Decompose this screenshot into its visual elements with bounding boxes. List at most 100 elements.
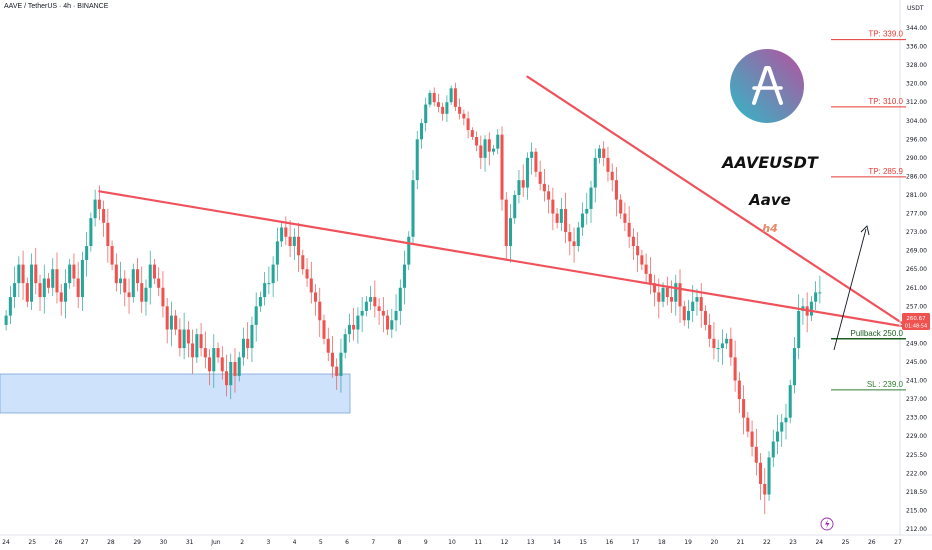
- candle-body: [665, 287, 669, 298]
- candle-body: [85, 246, 89, 260]
- price-tick-label: 222.00: [906, 470, 927, 477]
- candle-body: [538, 171, 542, 184]
- candle-body: [102, 208, 106, 223]
- candle-body: [462, 113, 466, 119]
- candle-body: [627, 222, 631, 237]
- candle-body: [411, 180, 415, 237]
- level-label: TP: 339.0: [868, 30, 903, 39]
- time-tick-label: 7: [371, 539, 375, 546]
- candle-body: [407, 236, 411, 265]
- candle-body: [292, 236, 296, 247]
- candle-body: [377, 306, 381, 311]
- level-label: TP: 285.9: [868, 167, 903, 176]
- candle-body: [487, 139, 491, 152]
- time-tick-label: 22: [763, 539, 771, 546]
- candle-body: [780, 422, 784, 432]
- candle-body: [237, 357, 241, 376]
- candle-body: [686, 310, 691, 321]
- candle-body: [390, 320, 394, 330]
- aave-logo-icon: [730, 49, 804, 123]
- candle-body: [89, 218, 93, 247]
- price-tick-label: 265.00: [906, 266, 927, 273]
- price-tick-label: 336.00: [906, 44, 927, 51]
- candle-body: [623, 213, 627, 223]
- candle-body: [763, 483, 767, 495]
- candle-body: [809, 301, 813, 316]
- candle-countdown: 01:48:54: [905, 324, 927, 330]
- candle-body: [76, 278, 80, 298]
- candle-body: [415, 139, 419, 181]
- price-tick-label: 296.00: [906, 136, 927, 143]
- candle-body: [555, 213, 559, 223]
- candle-body: [661, 287, 665, 302]
- candle-body: [508, 218, 513, 247]
- time-tick-label: 26: [55, 539, 63, 546]
- candle-body: [63, 283, 67, 302]
- candle-body: [157, 278, 161, 288]
- candle-body: [496, 134, 500, 149]
- candle-body: [195, 334, 199, 358]
- candle-body: [381, 310, 385, 316]
- price-tick-label: 237.00: [906, 396, 927, 403]
- candle-body: [797, 310, 801, 349]
- candle-body: [271, 264, 275, 284]
- candle-body: [127, 292, 131, 298]
- trendline: [98, 190, 910, 329]
- candle-body: [610, 171, 614, 181]
- candle-body: [424, 104, 428, 124]
- candle-body: [208, 357, 212, 372]
- lightning-icon[interactable]: [820, 517, 834, 531]
- candle-body: [398, 287, 402, 311]
- candle-body: [750, 431, 754, 447]
- candle-body: [284, 227, 288, 237]
- time-axis[interactable]: 24 25 26 27 28 29 30 31 Jun 2 3 4 5 6 7 8 9 10 11 12 13 14 15 1…: [2, 539, 902, 546]
- time-tick-label: 8: [398, 539, 402, 546]
- level-label: TP: 310.0: [868, 97, 903, 106]
- candle-body: [449, 88, 453, 103]
- candle-body: [775, 431, 780, 442]
- time-tick-label: 18: [658, 539, 666, 546]
- candle-body: [678, 283, 682, 307]
- candle-body: [568, 232, 572, 242]
- candle-body: [691, 301, 695, 311]
- candle-body: [657, 292, 661, 302]
- time-tick-label: 17: [632, 539, 640, 546]
- candle-body: [191, 343, 195, 358]
- price-tick-label: 304.00: [906, 118, 927, 125]
- candle-body: [475, 137, 479, 146]
- candle-body: [564, 208, 568, 233]
- candle-body: [559, 208, 563, 223]
- level-label: Pullback 250.0: [851, 329, 904, 338]
- candle-body: [258, 297, 262, 307]
- price-tick-label: 269.00: [906, 248, 927, 255]
- candle-body: [280, 227, 284, 242]
- time-tick-label: 19: [684, 539, 692, 546]
- candle-body: [106, 222, 110, 247]
- time-tick-label: 25: [842, 539, 850, 546]
- candle-body: [814, 292, 818, 302]
- candle-body: [572, 241, 576, 247]
- time-tick-label: 6: [345, 539, 349, 546]
- candle-body: [513, 195, 517, 219]
- level-label: SL : 239.0: [867, 380, 904, 389]
- candle-body: [25, 283, 29, 302]
- time-tick-label: 30: [160, 539, 168, 546]
- price-tick-label: 328.00: [906, 62, 927, 69]
- candle-body: [589, 187, 593, 209]
- candle-body: [229, 362, 233, 386]
- candle-body: [144, 287, 148, 302]
- candle-body: [360, 310, 364, 316]
- candle-body: [614, 180, 618, 200]
- candle-body: [42, 278, 46, 298]
- price-tick-label: 218.50: [906, 489, 927, 496]
- time-tick-label: 11: [474, 539, 482, 546]
- candle-body: [263, 283, 267, 298]
- candle-body: [373, 297, 377, 307]
- candle-body: [530, 151, 534, 158]
- candle-body: [119, 278, 123, 284]
- candle-body: [720, 343, 724, 349]
- time-tick-label: 13: [527, 539, 535, 546]
- candle-body: [547, 191, 551, 200]
- candle-body: [534, 151, 538, 172]
